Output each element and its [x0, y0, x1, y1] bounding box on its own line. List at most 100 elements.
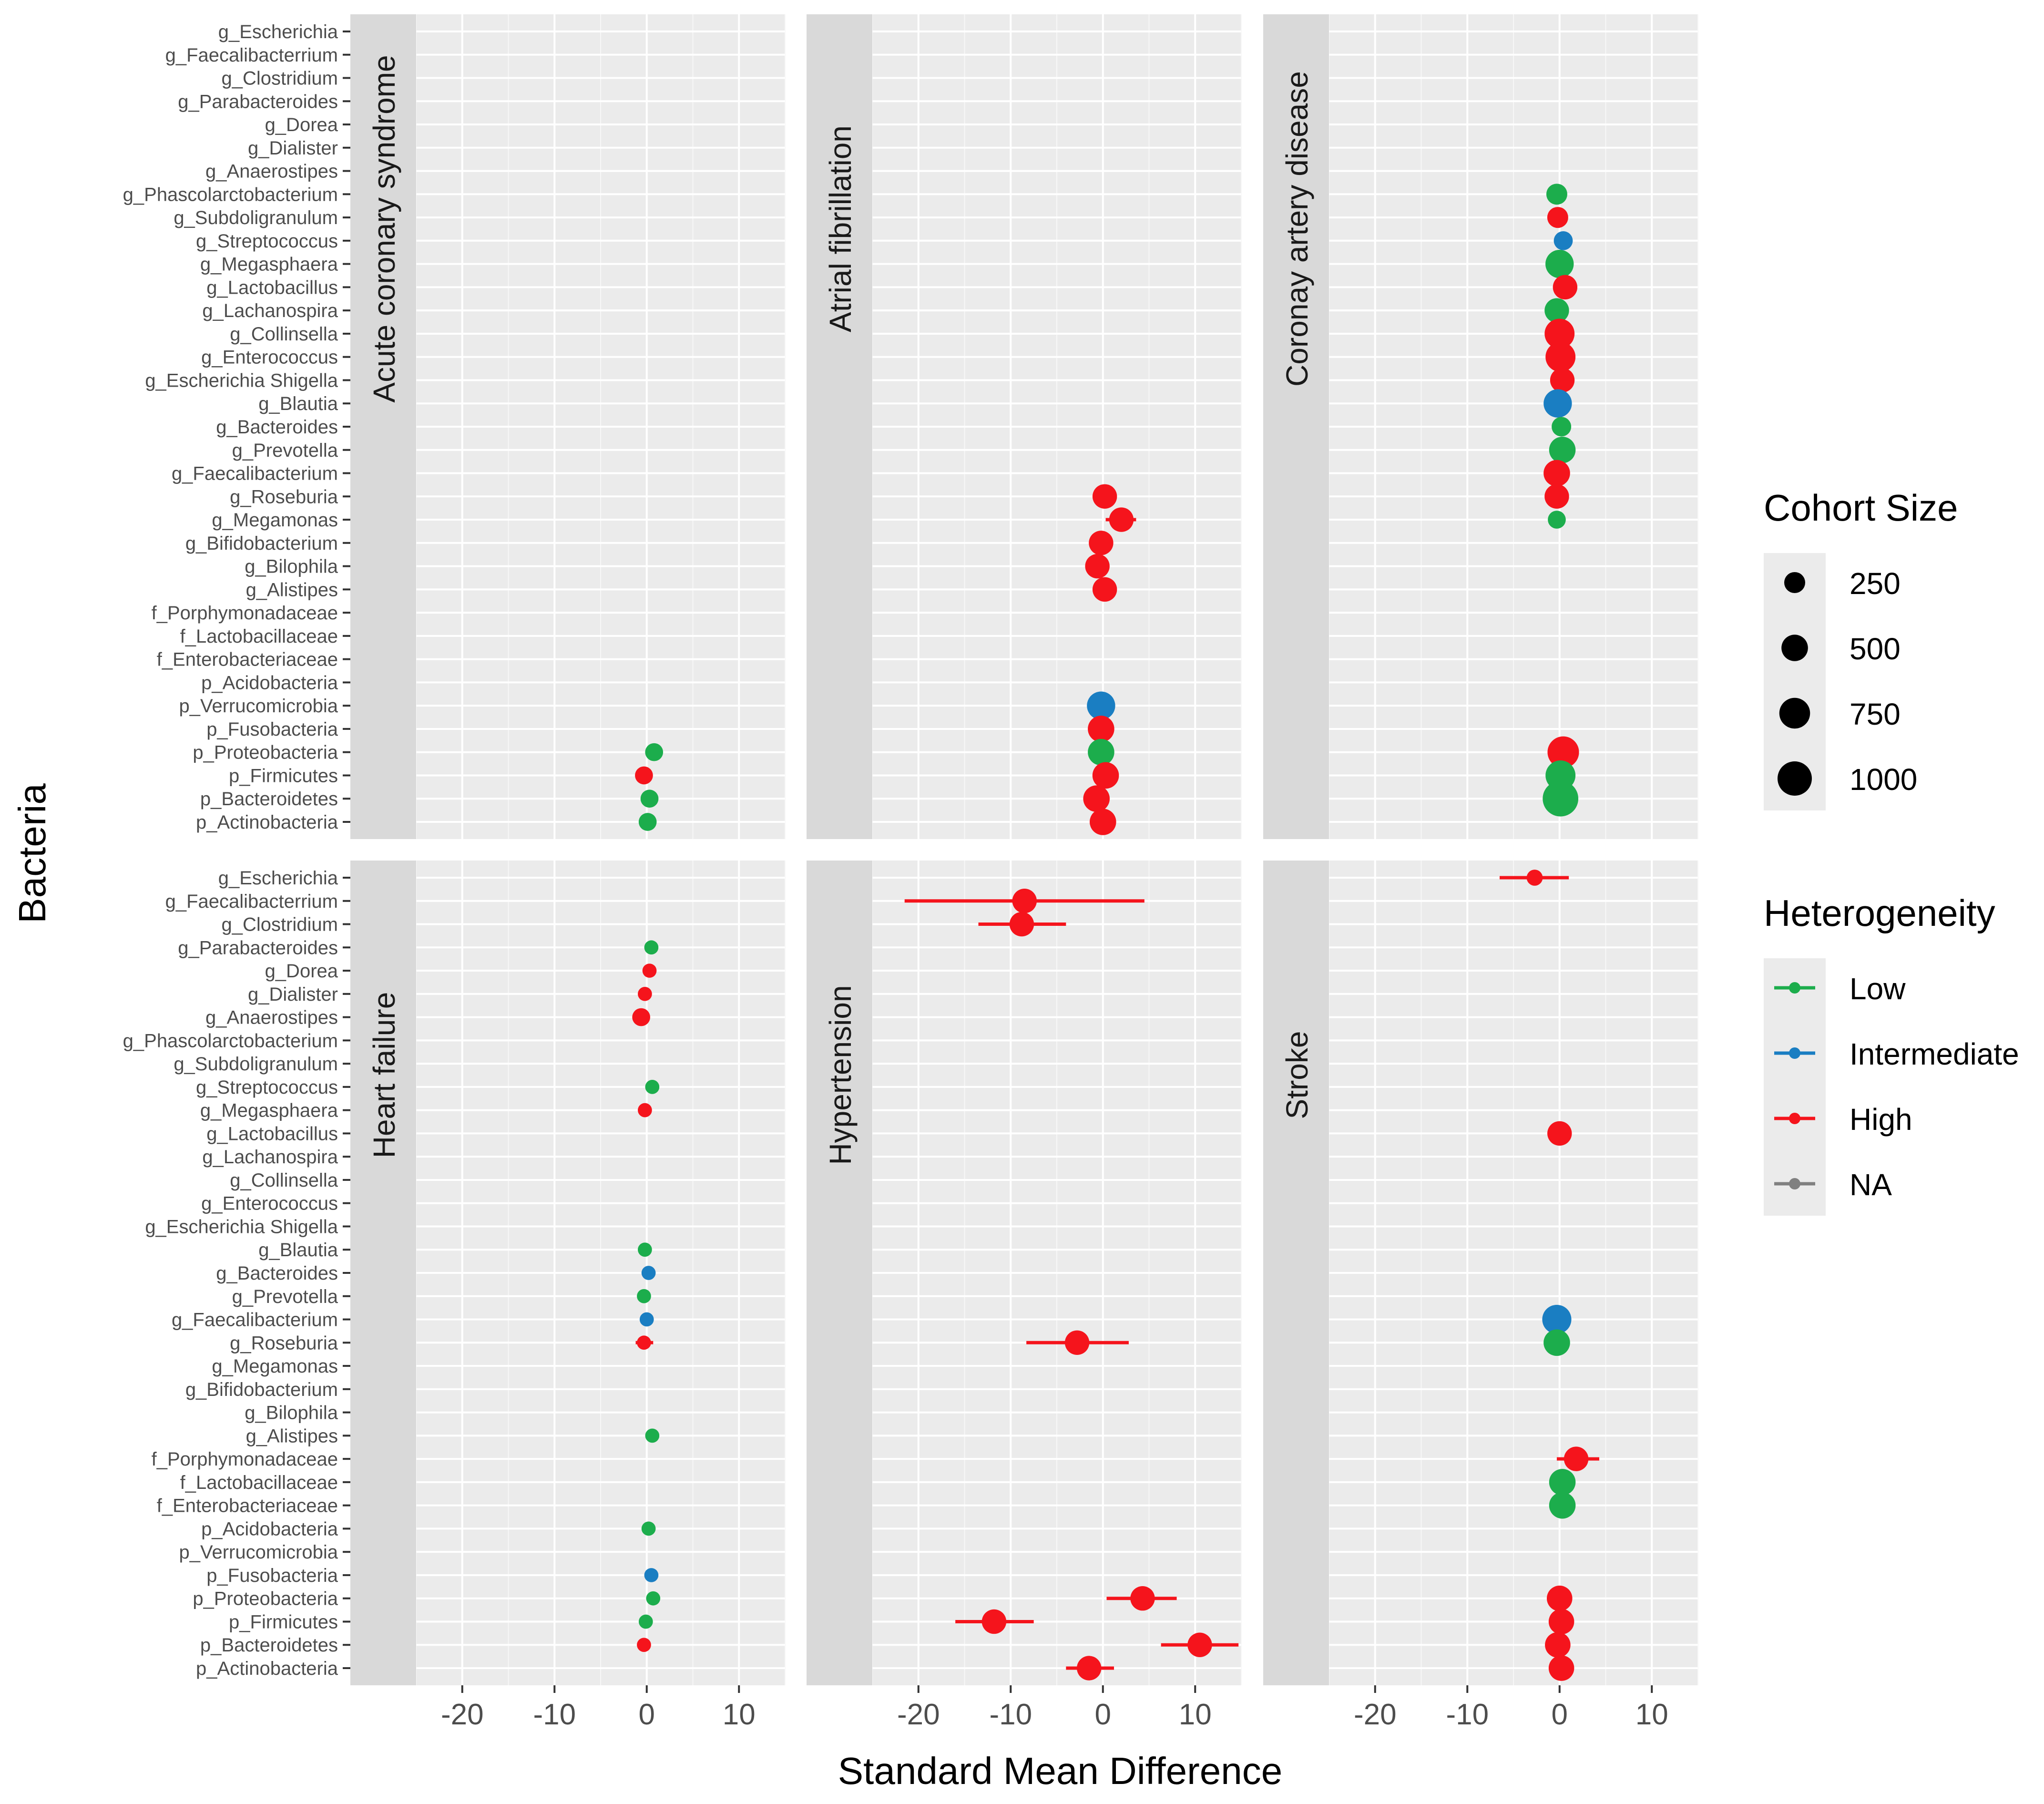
point-marker: [1064, 1330, 1090, 1355]
point-marker: [645, 743, 664, 761]
y-tick-label: g_Lachanospira: [202, 300, 338, 321]
y-tick-label: g_Phascolarctobacterium: [123, 184, 338, 205]
data-point-g-streptococcus: [1553, 231, 1573, 250]
x-tick-label: 0: [1095, 1698, 1111, 1731]
point-marker: [1549, 1469, 1576, 1496]
data-point-g-roseburia: [1026, 1330, 1129, 1355]
legend-size-title: Cohort Size: [1764, 487, 1958, 529]
point-marker: [1545, 249, 1574, 278]
y-tick-label: g_Lachanospira: [202, 1147, 338, 1168]
y-tick-label: p_Firmicutes: [229, 765, 338, 786]
data-point-p-bacteroidetes: [1543, 780, 1579, 817]
facet-strip: [350, 861, 416, 1685]
x-tick-label: -10: [1446, 1698, 1489, 1731]
data-point-g-faecalibacterrium: [904, 889, 1145, 913]
facet-atrial-fibrillation: Atrial fibrillation: [807, 14, 1242, 839]
y-tick-label: g_Prevotella: [232, 440, 338, 461]
legend-color-title: Heterogeneity: [1764, 892, 1995, 934]
point-marker: [638, 1614, 653, 1629]
point-marker: [1544, 318, 1575, 349]
y-tick-label: g_Alistipes: [246, 1425, 338, 1446]
y-tick-label: g_Enterococcus: [201, 1193, 338, 1214]
y-tick-label: g_Dialister: [248, 138, 338, 159]
point-marker: [1012, 889, 1037, 913]
y-tick-label: g_Escherichia Shigella: [145, 370, 338, 391]
point-marker: [1547, 207, 1568, 228]
data-point-g-dialister: [638, 986, 652, 1001]
point-marker: [632, 1008, 650, 1026]
y-tick-label: g_Blautia: [258, 393, 338, 414]
point-marker: [641, 1521, 656, 1536]
y-axes: g_Escherichiag_Faecalibacterriumg_Clostr…: [123, 21, 350, 1679]
facet-strip-label: Hypertension: [823, 985, 858, 1165]
y-tick-label: g_Escherichia: [218, 21, 338, 42]
y-tick-label: g_Faecalibacterrium: [165, 891, 338, 912]
point-marker: [1087, 691, 1115, 720]
point-marker: [644, 940, 659, 955]
y-tick-label: p_Proteobacteria: [193, 742, 338, 763]
data-point-g-collinsella: [1544, 318, 1575, 349]
point-marker: [638, 813, 657, 831]
y-tick-label: g_Enterococcus: [201, 347, 338, 368]
y-tick-label: p_Proteobacteria: [193, 1589, 338, 1609]
y-tick-label: g_Collinsella: [230, 324, 338, 345]
facet-strip-label: Coronay artery disease: [1280, 71, 1314, 387]
point-marker: [642, 964, 657, 978]
point-marker: [1009, 912, 1034, 937]
y-tick-label: g_Subdoligranulum: [174, 1054, 338, 1075]
data-point-g-faecalibacterium: [1542, 1304, 1572, 1334]
data-point-p-proteobacteria: [1546, 1585, 1573, 1611]
data-point-g-roseburia: [1543, 1329, 1570, 1356]
point-marker: [638, 986, 652, 1001]
data-point-p-proteobacteria: [646, 1591, 661, 1606]
data-point-p-bacteroidetes: [640, 789, 659, 808]
point-marker: [1564, 1446, 1589, 1471]
point-marker: [1544, 298, 1569, 323]
data-point-g-megasphaera: [1545, 249, 1574, 278]
data-point-g-faecalibacterium: [1543, 460, 1570, 487]
x-tick-label: -20: [897, 1698, 940, 1731]
y-tick-label: g_Phascolarctobacterium: [123, 1030, 338, 1051]
facet-strip: [807, 861, 872, 1685]
point-marker: [1548, 511, 1566, 529]
data-point-g-subdoligranulum: [1547, 207, 1568, 228]
point-marker: [1553, 231, 1573, 250]
x-axis-title: Standard Mean Difference: [838, 1750, 1282, 1792]
y-tick-label: f_Lactobacillaceae: [180, 1472, 338, 1493]
y-tick-label: g_Megasphaera: [200, 1100, 338, 1121]
data-point-p-proteobacteria: [645, 743, 664, 761]
y-tick-label: p_Actinobacteria: [196, 1658, 338, 1679]
y-tick-label: g_Lactobacillus: [206, 1123, 338, 1144]
x-tick-label: -20: [1354, 1698, 1397, 1731]
y-tick-label: f_Enterobacteriaceae: [157, 1496, 338, 1517]
data-point-g-escherichia: [1499, 870, 1569, 886]
point-marker: [1552, 417, 1572, 437]
legend-size-key: [1781, 635, 1808, 661]
x-tick-label: -20: [441, 1698, 484, 1731]
point-marker: [1550, 368, 1575, 393]
data-point-g-alistipes: [645, 1428, 660, 1443]
data-point-g-megamonas: [1105, 507, 1136, 532]
y-tick-label: p_Actinobacteria: [196, 812, 338, 833]
legend-size-label: 250: [1850, 566, 1901, 601]
y-tick-label: g_Faecalibacterrium: [165, 45, 338, 66]
y-tick-label: g_Megamonas: [212, 510, 338, 531]
point-marker: [1092, 577, 1117, 602]
data-point-p-actinobacteria: [638, 813, 657, 831]
facet-coronay-artery-disease: Coronay artery disease: [1263, 14, 1698, 839]
facet-strip: [1263, 861, 1329, 1685]
data-point-g-roseburia: [1092, 484, 1117, 509]
y-tick-label: p_Fusobacteria: [206, 1565, 338, 1586]
data-point-p-firmicutes: [635, 766, 653, 785]
legend-color-label: High: [1850, 1102, 1912, 1137]
point-marker: [1545, 1632, 1571, 1658]
point-marker: [1543, 1329, 1570, 1356]
y-tick-label: p_Bacteroidetes: [200, 1635, 338, 1656]
point-marker: [1546, 184, 1567, 205]
point-marker: [1549, 436, 1576, 463]
point-marker: [638, 1103, 652, 1117]
data-point-f-porphymonadaceae: [1556, 1446, 1599, 1471]
legend-size-key: [1784, 572, 1805, 593]
